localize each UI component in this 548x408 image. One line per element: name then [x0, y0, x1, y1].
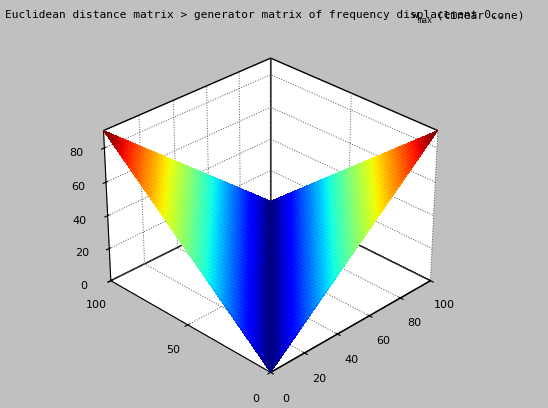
Text: w: w: [413, 10, 419, 20]
Text: Euclidean distance matrix > generator matrix of frequency displacement 0..: Euclidean distance matrix > generator ma…: [5, 10, 505, 20]
Text: max: max: [418, 16, 433, 24]
Text: (linear cone): (linear cone): [430, 10, 524, 20]
